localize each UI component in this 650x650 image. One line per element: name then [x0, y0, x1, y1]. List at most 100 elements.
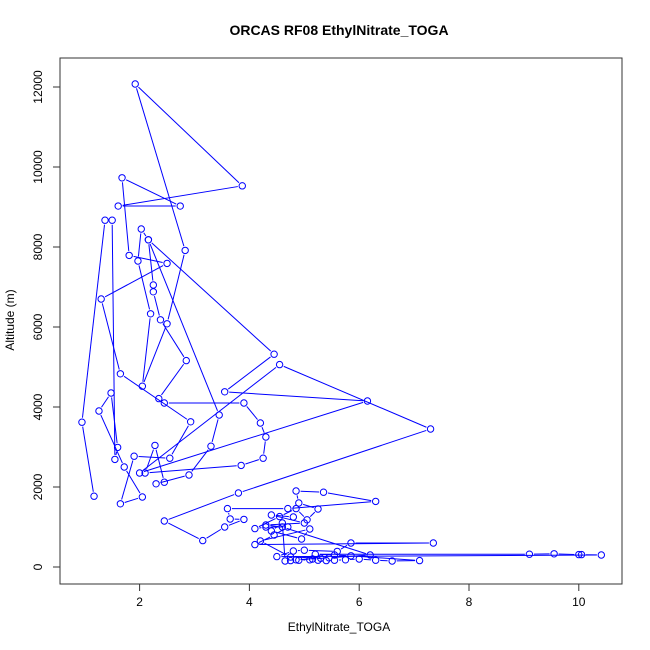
- y-axis-label: Altitude (m): [3, 289, 17, 350]
- series-segment: [100, 414, 123, 464]
- series-segment: [160, 475, 185, 484]
- data-point: [525, 550, 534, 558]
- series-segment: [298, 511, 305, 517]
- series-segment: [162, 323, 185, 358]
- x-tick-label: 2: [136, 595, 143, 609]
- data-point: [144, 236, 153, 244]
- series-segment: [143, 401, 364, 473]
- data-point: [149, 281, 158, 289]
- data-point: [101, 216, 109, 224]
- series-segment: [121, 182, 130, 251]
- series-segment: [308, 549, 333, 552]
- data-point: [429, 539, 438, 547]
- data-point: [226, 515, 234, 523]
- x-tick-label: 10: [572, 595, 586, 609]
- data-point: [415, 556, 424, 565]
- data-point: [577, 550, 586, 559]
- series-segment: [211, 419, 219, 442]
- data-point: [240, 515, 248, 524]
- data-point: [251, 524, 259, 533]
- data-point: [278, 519, 287, 527]
- series-segment: [167, 254, 185, 320]
- data-point: [262, 523, 270, 531]
- series-segment: [258, 536, 271, 544]
- series-segment: [138, 265, 151, 310]
- data-point: [182, 356, 190, 365]
- plot-frame: [59, 57, 623, 585]
- data-point: [90, 492, 98, 500]
- data-point: [262, 521, 270, 529]
- series-segment: [286, 527, 367, 555]
- series-segment: [283, 510, 293, 516]
- series-segment: [138, 86, 240, 184]
- series-segment: [229, 391, 363, 402]
- y-axis: 0 2000 4000 6000 8000 10000 12000: [31, 70, 61, 570]
- series-segment: [327, 492, 372, 502]
- data-point: [160, 517, 169, 525]
- data-point: [388, 557, 396, 565]
- data-point: [289, 513, 298, 521]
- series-segment: [142, 366, 277, 471]
- data-point: [163, 259, 171, 268]
- data-point: [295, 556, 303, 564]
- data-point: [300, 519, 308, 527]
- data-point: [286, 556, 295, 565]
- chart-title: ORCAS RF08 EthylNitrate_TOGA: [229, 22, 448, 38]
- data-point: [108, 216, 116, 224]
- data-point: [138, 493, 147, 501]
- series-segment: [121, 460, 134, 500]
- data-point: [207, 442, 215, 450]
- data-point: [120, 463, 128, 471]
- y-tick-label: 2000: [31, 473, 45, 500]
- data-point: [186, 418, 195, 426]
- y-tick-label: 10000: [31, 150, 45, 184]
- data-point: [220, 523, 229, 531]
- data-point: [130, 452, 138, 460]
- data-point: [199, 536, 207, 545]
- series-segment: [168, 494, 235, 520]
- y-tick-label: 0: [31, 563, 45, 570]
- series-segment: [142, 318, 151, 382]
- series-segment: [124, 497, 139, 503]
- x-tick-label: 4: [246, 595, 253, 609]
- x-tick-label: 8: [466, 595, 473, 609]
- data-point: [366, 551, 374, 559]
- data-point: [371, 497, 380, 506]
- data-point: [111, 455, 119, 464]
- data-series: [78, 80, 606, 565]
- data-point: [267, 511, 276, 519]
- series-segment: [171, 425, 189, 455]
- series-segment: [148, 244, 154, 281]
- data-point: [181, 246, 189, 255]
- data-point: [363, 397, 372, 405]
- series-segment: [281, 554, 597, 558]
- data-point: [267, 527, 276, 535]
- series-segment: [282, 527, 286, 557]
- series-segment: [149, 243, 218, 412]
- data-point: [426, 425, 435, 433]
- series-segment: [143, 327, 166, 383]
- data-point: [597, 551, 606, 559]
- data-point: [163, 320, 171, 328]
- series-segment: [258, 518, 276, 528]
- data-point: [97, 295, 105, 303]
- data-point: [273, 552, 281, 561]
- data-point: [114, 202, 122, 210]
- series-segment: [558, 553, 575, 555]
- data-point: [289, 547, 298, 555]
- data-point: [234, 489, 243, 497]
- series-segment: [101, 303, 120, 370]
- x-axis: 2 4 6 8 10: [136, 583, 586, 609]
- series-segment: [263, 441, 266, 454]
- y-tick-label: 8000: [31, 233, 45, 260]
- data-point: [151, 441, 159, 450]
- data-point: [575, 550, 583, 559]
- data-point: [78, 418, 86, 426]
- data-point: [256, 537, 265, 545]
- series-segment: [242, 429, 427, 493]
- data-point: [281, 557, 289, 565]
- series-segment: [153, 296, 160, 316]
- series-segment: [191, 449, 209, 472]
- series-segment: [302, 503, 314, 509]
- data-point: [107, 389, 115, 397]
